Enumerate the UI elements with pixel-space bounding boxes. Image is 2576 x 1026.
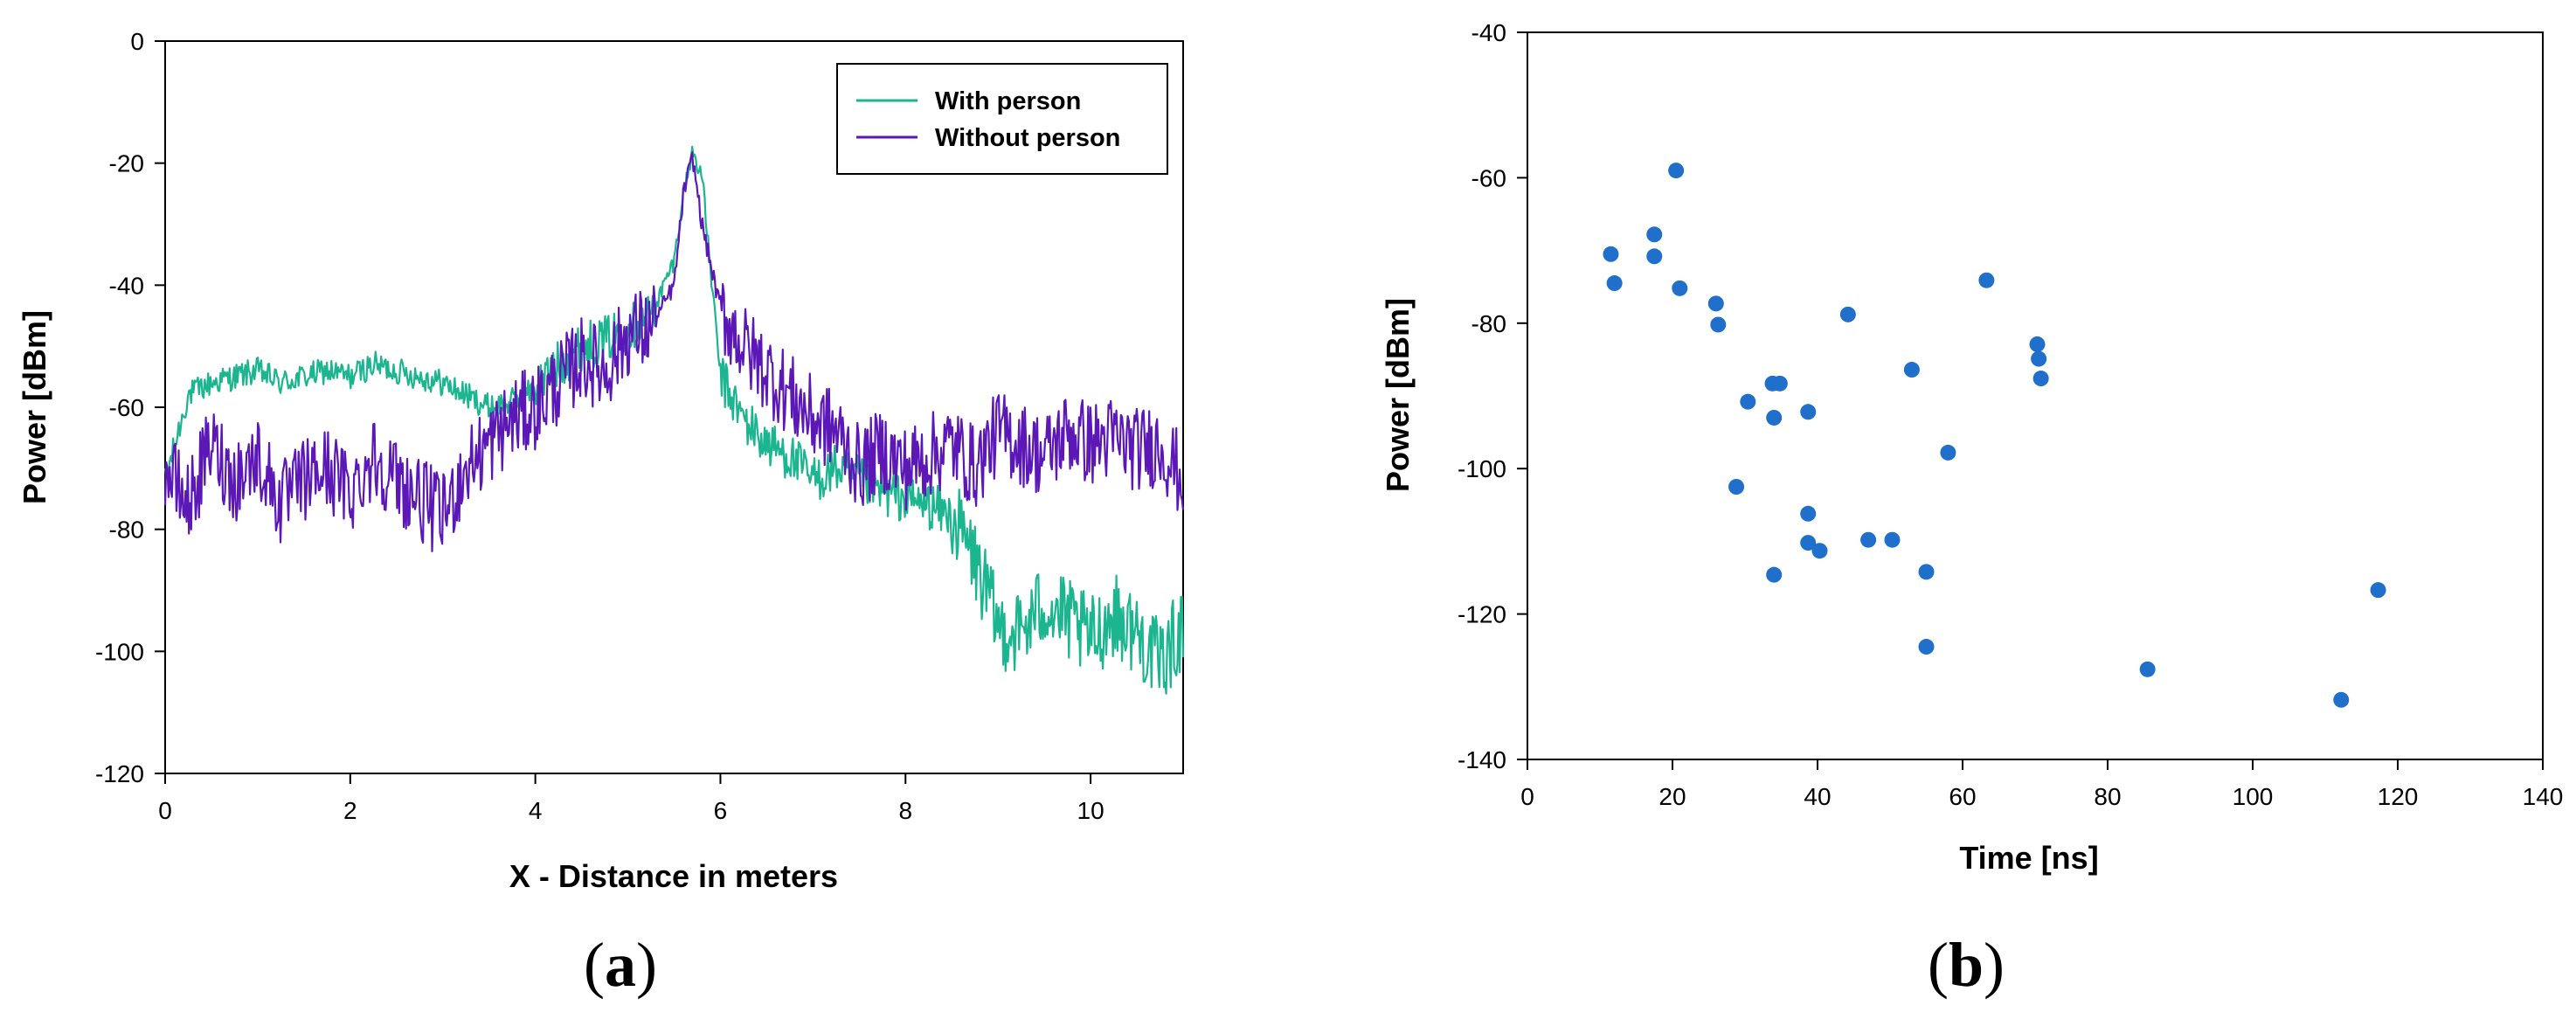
scatter-point — [1800, 505, 1817, 522]
x-tick-label-b: 0 — [1520, 783, 1534, 810]
y-tick-label-a: 0 — [130, 28, 144, 55]
caption-a: (a) — [584, 930, 657, 1000]
y-tick-label-b: -60 — [1472, 164, 1506, 191]
legend-box-a — [836, 63, 1168, 175]
scatter-points-b — [1603, 163, 2386, 708]
x-tick-label-a: 2 — [343, 797, 357, 824]
scatter-point — [1771, 375, 1788, 392]
y-tick-label-a: -60 — [109, 394, 144, 421]
y-tick-label-b: -140 — [1458, 746, 1506, 773]
scatter-point — [1884, 531, 1901, 548]
x-axis-b: 0 20 40 60 80 100 120 140 — [1520, 759, 2563, 810]
scatter-point — [1603, 246, 1619, 262]
caption-b: (b) — [1928, 930, 2005, 1000]
y-axis-b: -40 -60 -80 -100 -120 -140 — [1458, 19, 1527, 773]
x-tick-label-b: 100 — [2233, 783, 2274, 810]
scatter-point — [1978, 272, 1995, 288]
x-axis-title-a: X - Distance in meters — [509, 858, 838, 894]
scatter-point — [1800, 535, 1817, 551]
y-tick-label-b: -120 — [1458, 601, 1506, 628]
y-axis-title-a: Power [dBm] — [17, 310, 52, 504]
y-tick-label-a: -80 — [109, 516, 144, 544]
scatter-point — [1728, 479, 1745, 495]
y-tick-label-a: -20 — [109, 150, 144, 177]
x-tick-label-a: 0 — [158, 797, 172, 824]
panel-a-line-chart: 0 -20 -40 -60 -80 -100 -120 0 2 4 6 8 10 With perso… — [17, 28, 1185, 894]
scatter-point — [2139, 661, 2156, 677]
x-tick-label-b: 140 — [2523, 783, 2564, 810]
x-tick-label-a: 8 — [898, 797, 912, 824]
x-tick-label-a: 10 — [1077, 797, 1104, 824]
panel-b-scatter-chart: -40 -60 -80 -100 -120 -140 0 20 40 60 80 100 120 140… — [1380, 19, 2563, 876]
y-tick-label-a: -40 — [109, 272, 144, 299]
y-tick-label-b: -80 — [1472, 310, 1506, 337]
scatter-point — [1606, 275, 1623, 292]
scatter-point — [1940, 444, 1956, 461]
y-tick-label-b: -100 — [1458, 455, 1506, 482]
series-line-without-person — [163, 151, 1185, 552]
scatter-point — [2029, 336, 2046, 352]
scatter-point — [1811, 543, 1828, 559]
y-axis-title-b: Power [dBm] — [1380, 298, 1416, 492]
x-tick-label-b: 80 — [2094, 783, 2121, 810]
scatter-point — [1672, 280, 1688, 296]
scatter-point — [1839, 306, 1856, 322]
scatter-point — [1710, 316, 1727, 333]
x-tick-label-b: 40 — [1804, 783, 1831, 810]
scatter-point — [1860, 531, 1877, 548]
scatter-point — [1903, 362, 1920, 378]
legend-label-without-person: Without person — [935, 124, 1120, 152]
x-tick-label-b: 120 — [2378, 783, 2419, 810]
scatter-point — [1646, 226, 1663, 243]
x-axis-a: 0 2 4 6 8 10 — [158, 773, 1104, 824]
x-axis-title-b: Time [ns] — [1959, 840, 2098, 876]
scatter-point — [2032, 371, 2049, 387]
scatter-point — [1918, 639, 1935, 655]
x-tick-label-b: 20 — [1658, 783, 1686, 810]
plot-area-b — [1527, 31, 2544, 760]
y-tick-label-b: -40 — [1472, 19, 1506, 46]
scatter-point — [2031, 350, 2047, 367]
legend-a: With person Without person — [836, 63, 1168, 175]
x-tick-label-a: 6 — [714, 797, 728, 824]
scatter-point — [1646, 248, 1663, 265]
scatter-point — [1707, 295, 1724, 312]
series-group-a — [163, 145, 1185, 695]
scatter-point — [1668, 163, 1685, 179]
x-tick-label-b: 60 — [1949, 783, 1976, 810]
scatter-point — [2333, 691, 2350, 708]
legend-label-with-person: With person — [935, 87, 1081, 115]
x-tick-label-a: 4 — [529, 797, 543, 824]
scatter-point — [1918, 564, 1935, 580]
series-line-with-person — [163, 145, 1185, 695]
y-tick-label-a: -100 — [95, 638, 144, 665]
scatter-point — [1766, 409, 1783, 426]
y-axis-a: 0 -20 -40 -60 -80 -100 -120 — [95, 28, 165, 787]
scatter-point — [1800, 404, 1817, 420]
y-tick-label-a: -120 — [95, 760, 144, 787]
scatter-point — [1740, 393, 1756, 410]
scatter-point — [2370, 582, 2386, 599]
scatter-point — [1766, 566, 1783, 583]
